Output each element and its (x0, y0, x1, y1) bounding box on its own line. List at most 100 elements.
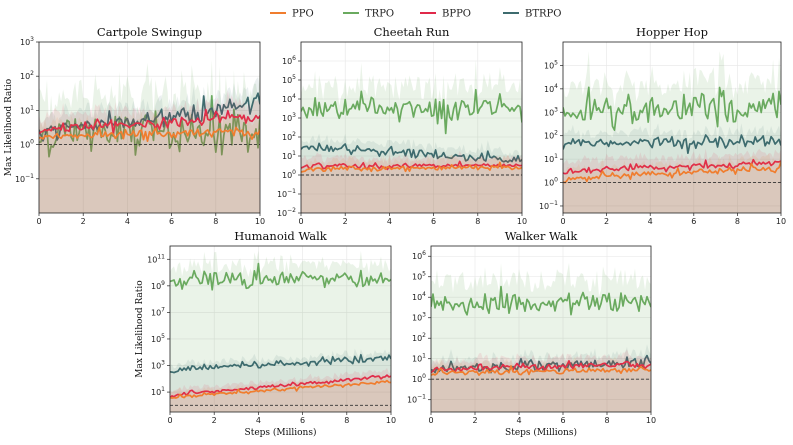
x-tick-label: 2 (212, 416, 217, 425)
x-tick-label: 4 (387, 217, 392, 226)
x-tick-label: 6 (431, 217, 436, 226)
axes-frame (430, 245, 652, 413)
y-tick-label: 103 (282, 112, 296, 123)
chart-title: Hopper Hop (636, 25, 708, 39)
y-tick-label: 104 (282, 93, 296, 104)
x-tick-label: 10 (517, 217, 527, 226)
series-line-btrpo (563, 134, 781, 155)
x-tick-label: 0 (298, 217, 303, 226)
x-tick-label: 6 (169, 217, 174, 226)
legend-item-bppo: BPPO (420, 9, 471, 20)
band-ppo (39, 107, 260, 213)
chart-title: Walker Walk (505, 229, 579, 243)
y-tick-label: 10−1 (15, 173, 34, 184)
legend-label: TRPO (365, 9, 394, 20)
y-tick-label: 105 (282, 74, 296, 85)
x-tick-label: 8 (213, 217, 218, 226)
series-line-bppo (170, 374, 391, 399)
x-tick-label: 2 (343, 217, 348, 226)
x-tick-label: 0 (560, 217, 565, 226)
series-line-ppo (170, 379, 391, 399)
plot-area (39, 60, 260, 213)
x-tick-label: 6 (560, 416, 565, 425)
y-tick-label: 102 (282, 131, 296, 142)
y-tick-label: 101 (20, 104, 34, 115)
y-tick-label: 102 (544, 130, 558, 141)
chart-panel-5: 0 2 4 6 8 10 10−1 100 101 102 103 104 105 106 Walker W… (407, 229, 656, 438)
x-tick-label: 2 (81, 217, 86, 226)
series-line-trpo (301, 88, 522, 135)
band-btrpo (170, 348, 391, 412)
x-tick-label: 6 (300, 416, 305, 425)
y-tick-label: 105 (412, 271, 426, 282)
y-tick-label: 101 (282, 150, 296, 161)
series-line-ppo (39, 126, 260, 143)
y-tick-label: 109 (151, 280, 165, 291)
x-tick-label: 10 (646, 416, 656, 425)
y-tick-label: 106 (412, 250, 426, 261)
y-tick-label: 103 (544, 106, 558, 117)
axes-frame (169, 245, 392, 413)
series-line-btrpo (170, 353, 391, 374)
y-tick-label: 101 (412, 353, 426, 364)
series-line-trpo (431, 285, 651, 316)
legend-item-trpo: TRPO (343, 9, 394, 20)
chart-panel-4: 0 2 4 6 8 10 101 103 105 107 109 1011 Humanoid Walk M… (135, 229, 396, 438)
axes-frame (300, 41, 523, 214)
series-line-ppo (301, 161, 522, 173)
y-axis-label: Max Likelihood Ratio (4, 79, 14, 176)
axes-frame (38, 41, 261, 214)
x-tick-label: 2 (472, 416, 477, 425)
y-tick-label: 103 (412, 312, 426, 323)
band-trpo (170, 250, 391, 412)
plot-area (431, 262, 651, 412)
chart-title: Humanoid Walk (234, 229, 328, 243)
x-tick-label: 2 (604, 217, 609, 226)
x-tick-label: 10 (386, 416, 396, 425)
y-tick-label: 102 (412, 332, 426, 343)
chart-title: Cheetah Run (374, 25, 450, 39)
legend: PPO TRPO BPPO BTRPO (270, 9, 561, 20)
y-tick-label: 103 (20, 36, 34, 47)
x-tick-label: 0 (428, 416, 433, 425)
y-tick-label: 107 (151, 306, 165, 317)
band-ppo (563, 150, 781, 213)
legend-item-ppo: PPO (270, 9, 314, 20)
legend-item-btrpo: BTRPO (503, 9, 561, 20)
x-tick-label: 10 (255, 217, 265, 226)
y-tick-label: 101 (544, 153, 558, 164)
y-tick-label: 103 (151, 360, 165, 371)
band-bppo (563, 148, 781, 213)
series-line-ppo (431, 365, 651, 376)
x-tick-label: 4 (125, 217, 130, 226)
x-tick-label: 10 (776, 217, 786, 226)
series-line-bppo (431, 360, 651, 374)
y-tick-label: 100 (544, 177, 558, 188)
x-tick-label: 4 (516, 416, 521, 425)
y-tick-label: 102 (20, 70, 34, 81)
y-tick-label: 10−1 (407, 394, 426, 405)
y-tick-label: 104 (544, 83, 558, 94)
y-tick-label: 101 (151, 386, 165, 397)
y-tick-label: 100 (412, 373, 426, 384)
x-tick-label: 6 (691, 217, 696, 226)
series-line-btrpo (301, 142, 522, 163)
band-bppo (39, 90, 260, 213)
chart-panel-1: 0 2 4 6 8 10 10−1 100 101 102 103 Cartpole Swingup M… (4, 25, 265, 226)
y-tick-label: 104 (412, 291, 426, 302)
chart-panel-2: 0 2 4 6 8 10 10−2 10−1 100 101 102 103 104 105 106 Chee… (277, 25, 527, 226)
y-tick-label: 10−1 (539, 200, 558, 211)
band-btrpo (301, 133, 522, 213)
plot-area (301, 59, 522, 213)
series-line-bppo (563, 158, 781, 175)
chart-panel-3: 0 2 4 6 8 10 10−1 100 101 102 103 104 105 Hopper Hop (539, 25, 786, 226)
series-line-trpo (170, 262, 391, 291)
plot-area (563, 51, 781, 213)
x-tick-label: 0 (36, 217, 41, 226)
x-tick-label: 8 (735, 217, 740, 226)
y-tick-label: 106 (282, 55, 296, 66)
axes-frame (562, 41, 782, 214)
legend-label: BPPO (442, 9, 471, 20)
